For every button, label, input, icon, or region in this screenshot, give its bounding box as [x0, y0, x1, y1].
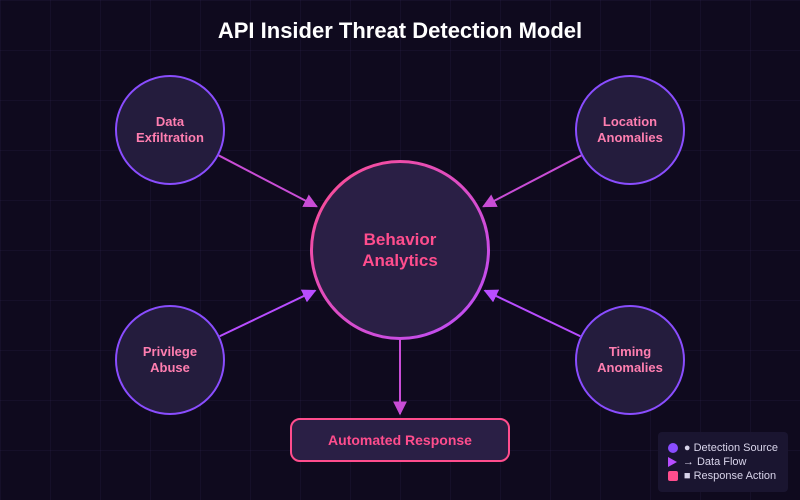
legend-item-label: → Data Flow — [683, 456, 747, 468]
outer-node-label: PrivilegeAbuse — [143, 344, 197, 377]
response-node-label: Automated Response — [328, 432, 472, 448]
response-node-automated-response: Automated Response — [290, 418, 510, 462]
legend-item: ● Detection Source — [668, 442, 778, 454]
outer-node-label: DataExfiltration — [136, 114, 204, 147]
outer-node-data-exfil: DataExfiltration — [115, 75, 225, 185]
outer-node-label: TimingAnomalies — [597, 344, 663, 377]
central-node-behavior-analytics: BehaviorAnalytics — [310, 160, 490, 340]
outer-node-location: LocationAnomalies — [575, 75, 685, 185]
legend-dot-icon — [668, 443, 678, 453]
legend-square-icon — [668, 471, 678, 481]
legend-item-label: ● Detection Source — [684, 442, 778, 454]
outer-node-label: LocationAnomalies — [597, 114, 663, 147]
diagram-title: API Insider Threat Detection Model — [0, 18, 800, 44]
legend-item-label: ■ Response Action — [684, 470, 776, 482]
outer-node-timing: TimingAnomalies — [575, 305, 685, 415]
legend-arrow-icon — [668, 457, 677, 467]
legend-item: ■ Response Action — [668, 470, 778, 482]
outer-node-privilege: PrivilegeAbuse — [115, 305, 225, 415]
legend: ● Detection Source → Data Flow ■ Response … — [658, 432, 788, 492]
legend-item: → Data Flow — [668, 456, 778, 468]
central-node-label: BehaviorAnalytics — [362, 229, 438, 272]
